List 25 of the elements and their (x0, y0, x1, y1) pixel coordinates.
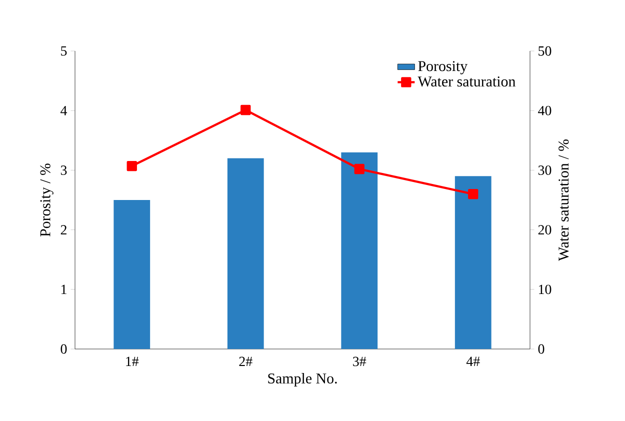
point (468, 188, 478, 200)
y2-tick-label: 10 (538, 284, 552, 294)
y-tick-label: 0 (60, 344, 67, 354)
legend-label: Water saturation (418, 76, 516, 87)
y-tick-label: 4 (60, 106, 68, 116)
y2-axis-title: Water saturation / % (558, 139, 569, 262)
y-tick-label: 2 (60, 225, 66, 234)
x-tick-label: 1# (126, 356, 139, 366)
x-tick-label: 3# (353, 356, 366, 366)
y-axis-title: Porosity / % (40, 164, 54, 237)
y2-tick-label: 0 (538, 344, 544, 354)
y2-tick-label: 20 (538, 225, 552, 235)
y2-tick-label: 50 (538, 46, 552, 56)
point (126, 160, 137, 172)
y-tick-label: 5 (61, 46, 67, 56)
x-tick-label: 2# (239, 356, 252, 366)
y-tick-label: 1 (61, 284, 66, 294)
point (240, 104, 251, 116)
x-tick-label: 4# (466, 356, 480, 366)
legend-label: Porosity (418, 61, 468, 74)
y2-tick-label: 30 (538, 165, 552, 175)
x-axis-title: Sample No. (268, 372, 337, 387)
y-tick-label: 3 (60, 166, 67, 175)
y2-tick-label: 40 (538, 106, 552, 116)
point (354, 164, 364, 174)
